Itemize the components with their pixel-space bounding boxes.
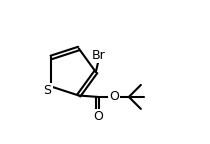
Text: O: O (109, 90, 119, 103)
Text: O: O (93, 110, 103, 123)
Text: Br: Br (92, 49, 105, 62)
Text: S: S (44, 84, 52, 97)
